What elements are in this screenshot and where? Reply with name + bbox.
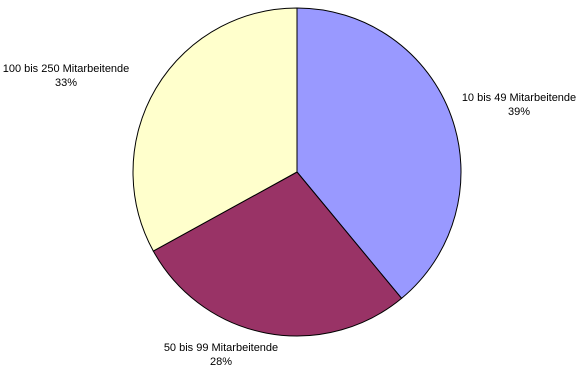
pie-labels: 10 bis 49 Mitarbeitende 39% 50 bis 99 Mita… [3, 63, 576, 368]
pie-slice-3 [132, 7, 298, 252]
slice-percent-1: 39% [508, 106, 530, 118]
slice-percent-3: 33% [55, 77, 77, 89]
pie-slice-1 [296, 7, 462, 300]
slice-label-3: 100 bis 250 Mitarbeitende [3, 63, 130, 75]
pie-slice-2 [152, 171, 403, 337]
slice-percent-2: 28% [210, 356, 232, 368]
pie-slices [132, 7, 462, 337]
slice-label-1: 10 bis 49 Mitarbeitende [462, 92, 576, 104]
slice-label-2: 50 bis 99 Mitarbeitende [164, 342, 278, 354]
